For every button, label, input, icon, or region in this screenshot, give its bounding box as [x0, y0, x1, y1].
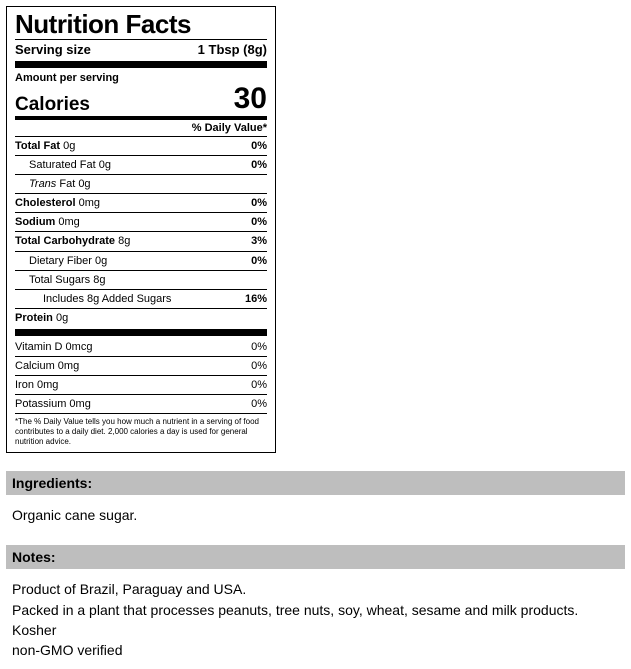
nutrient-row: Cholesterol 0mg 0%: [15, 194, 267, 213]
nutrient-name: Total Sugars 8g: [15, 274, 105, 286]
vitamin-dv: 0%: [251, 360, 267, 372]
nutrient-row: Includes 8g Added Sugars 16%: [15, 290, 267, 309]
nutrient-name: Trans Fat 0g: [15, 178, 91, 190]
calories-value: 30: [234, 84, 267, 114]
nutrient-name: Includes 8g Added Sugars: [15, 293, 171, 305]
nutrition-facts-label: Nutrition Facts Serving size 1 Tbsp (8g)…: [6, 6, 276, 453]
vitamin-name: Vitamin D 0mcg: [15, 341, 92, 353]
vitamin-row: Iron 0mg 0%: [15, 376, 267, 395]
serving-size-label: Serving size: [15, 42, 91, 57]
vitamin-name: Calcium 0mg: [15, 360, 79, 372]
notes-header: Notes:: [6, 545, 625, 569]
vitamin-dv: 0%: [251, 398, 267, 410]
label-title: Nutrition Facts: [15, 11, 267, 40]
amount-per-serving: Amount per serving: [15, 70, 267, 84]
nutrient-row: Total Fat 0g 0%: [15, 137, 267, 156]
nutrient-name: Dietary Fiber 0g: [15, 255, 107, 267]
nutrient-name: Total Fat 0g: [15, 140, 75, 152]
nutrient-dv: 0%: [251, 140, 267, 152]
nutrient-row: Total Carbohydrate 8g 3%: [15, 232, 267, 251]
ingredients-body: Organic cane sugar.: [6, 495, 625, 527]
serving-size-row: Serving size 1 Tbsp (8g): [15, 40, 267, 59]
ingredients-header: Ingredients:: [6, 471, 625, 495]
notes-body: Product of Brazil, Paraguay and USA.Pack…: [6, 569, 625, 662]
nutrient-dv: 3%: [251, 235, 267, 247]
notes-line: Product of Brazil, Paraguay and USA.: [12, 579, 619, 599]
serving-size-value: 1 Tbsp (8g): [198, 42, 267, 57]
nutrient-name: Sodium 0mg: [15, 216, 80, 228]
notes-line: non-GMO verified: [12, 640, 619, 660]
calories-row: Calories 30: [15, 84, 267, 114]
vitamin-dv: 0%: [251, 379, 267, 391]
vitamin-row: Potassium 0mg 0%: [15, 395, 267, 414]
nutrient-name: Cholesterol 0mg: [15, 197, 100, 209]
nutrient-name: Protein 0g: [15, 312, 68, 324]
nutrient-row: Dietary Fiber 0g 0%: [15, 252, 267, 271]
vitamin-row: Vitamin D 0mcg 0%: [15, 338, 267, 357]
vitamin-name: Potassium 0mg: [15, 398, 91, 410]
footnote: *The % Daily Value tells you how much a …: [15, 414, 267, 446]
main-nutrients: Total Fat 0g 0% Saturated Fat 0g 0% Trans Fa…: [15, 137, 267, 327]
nutrient-row: Protein 0g: [15, 309, 267, 327]
nutrient-dv: 0%: [251, 255, 267, 267]
notes-line: Kosher: [12, 620, 619, 640]
nutrient-dv: 0%: [251, 159, 267, 171]
nutrient-dv: 0%: [251, 197, 267, 209]
nutrient-dv: 0%: [251, 216, 267, 228]
nutrient-row: Saturated Fat 0g 0%: [15, 156, 267, 175]
thick-rule: [15, 329, 267, 336]
nutrient-name: Saturated Fat 0g: [15, 159, 111, 171]
vitamin-nutrients: Vitamin D 0mcg0%Calcium 0mg0%Iron 0mg0%P…: [15, 338, 267, 414]
calories-label: Calories: [15, 95, 90, 114]
vitamin-row: Calcium 0mg 0%: [15, 357, 267, 376]
nutrient-row: Trans Fat 0g: [15, 175, 267, 194]
nutrient-dv: 16%: [245, 293, 267, 305]
thick-rule: [15, 61, 267, 68]
vitamin-name: Iron 0mg: [15, 379, 58, 391]
nutrient-row: Total Sugars 8g: [15, 271, 267, 290]
nutrient-row: Sodium 0mg 0%: [15, 213, 267, 232]
nutrient-name: Total Carbohydrate 8g: [15, 235, 130, 247]
daily-value-header: % Daily Value*: [15, 116, 267, 137]
notes-line: Packed in a plant that processes peanuts…: [12, 600, 619, 620]
vitamin-dv: 0%: [251, 341, 267, 353]
